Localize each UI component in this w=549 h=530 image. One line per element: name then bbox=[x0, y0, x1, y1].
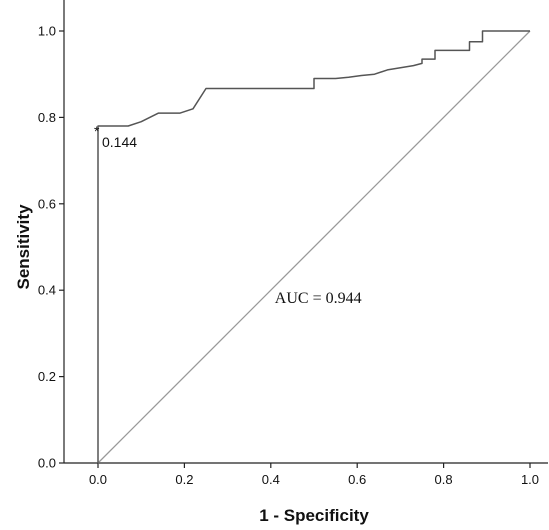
y-axis-title: Sensitivity bbox=[14, 204, 33, 290]
y-tick-label: 0.2 bbox=[38, 369, 56, 384]
y-tick-label: 0.4 bbox=[38, 283, 56, 298]
y-tick-label: 1.0 bbox=[38, 24, 56, 39]
cutoff-marker: * bbox=[94, 123, 100, 139]
x-tick-label: 1.0 bbox=[521, 472, 539, 487]
diagonal-line bbox=[97, 30, 531, 464]
x-tick-label: 0.2 bbox=[175, 472, 193, 487]
cutoff-label: 0.144 bbox=[102, 134, 137, 150]
x-tick-label: 0.4 bbox=[262, 472, 280, 487]
auc-annotation: AUC = 0.944 bbox=[275, 290, 362, 307]
axes: 0.0 0.2 0.4 0.6 0.8 1.0 0.0 0.2 0.4 0.6 0.8 1.0 bbox=[38, 0, 548, 487]
y-tick-label: 0.0 bbox=[38, 456, 56, 471]
x-tick-label: 0.6 bbox=[348, 472, 366, 487]
roc-curve-line bbox=[97, 30, 530, 463]
annotations: *0.144 AUC = 0.944 bbox=[94, 123, 362, 307]
y-tick-label: 0.6 bbox=[38, 196, 56, 211]
reference-diagonal bbox=[97, 30, 531, 464]
x-tick-label: 0.8 bbox=[435, 472, 453, 487]
x-tick-label: 0.0 bbox=[89, 472, 107, 487]
y-tick-label: 0.8 bbox=[38, 110, 56, 125]
x-axis-title: 1 - Specificity bbox=[259, 506, 369, 525]
roc-series bbox=[97, 30, 530, 463]
